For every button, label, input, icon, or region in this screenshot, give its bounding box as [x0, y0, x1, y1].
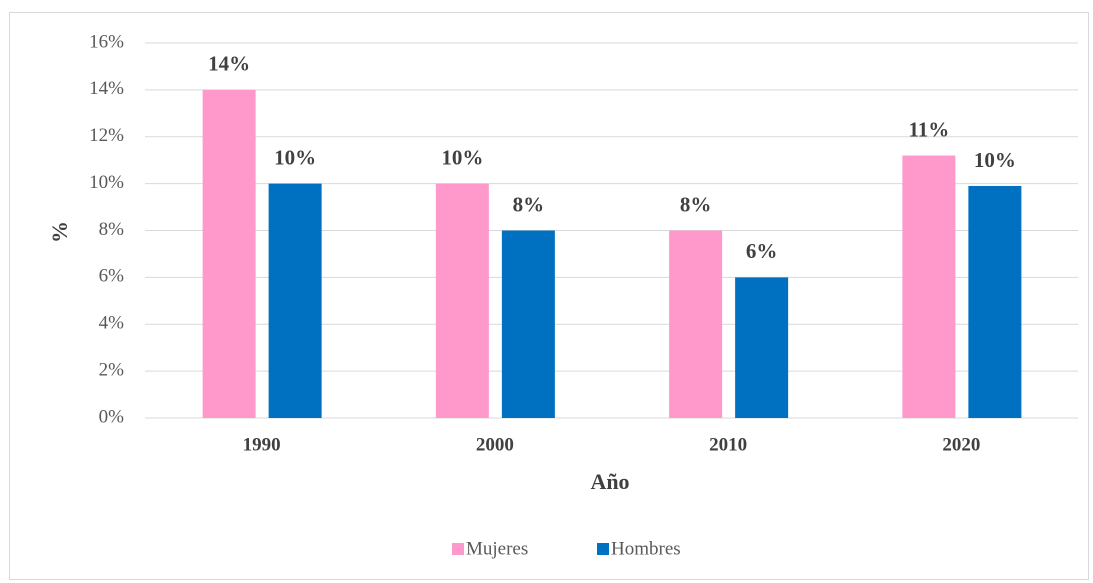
- y-tick-label: 2%: [99, 359, 125, 380]
- y-tick-label: 14%: [89, 78, 124, 99]
- y-axis-label: %: [47, 221, 72, 243]
- value-label: 6%: [746, 239, 778, 263]
- y-tick-label: 16%: [89, 31, 124, 52]
- x-tick-label: 2020: [942, 434, 980, 455]
- value-label: 11%: [908, 117, 949, 141]
- value-label: 8%: [513, 192, 545, 216]
- bar: [902, 155, 956, 418]
- y-tick-label: 10%: [89, 172, 124, 193]
- legend-swatch: [452, 543, 464, 555]
- legend-label: Hombres: [611, 538, 681, 559]
- y-tick-label: 8%: [99, 219, 125, 240]
- legend-label: Mujeres: [466, 538, 528, 559]
- x-tick-label: 1990: [243, 434, 281, 455]
- x-tick-label: 2010: [709, 434, 747, 455]
- bar: [735, 277, 789, 418]
- bar: [435, 183, 489, 418]
- bar: [268, 183, 322, 418]
- legend-swatch: [597, 543, 609, 555]
- y-tick-label: 6%: [99, 266, 125, 287]
- y-tick-label: 0%: [99, 406, 125, 427]
- x-tick-label: 2000: [476, 434, 514, 455]
- value-label: 8%: [680, 192, 712, 216]
- value-label: 10%: [441, 145, 483, 169]
- y-tick-label: 12%: [89, 125, 124, 146]
- bar: [968, 185, 1022, 418]
- value-label: 14%: [208, 52, 250, 76]
- bar: [202, 89, 256, 418]
- y-tick-label: 4%: [99, 313, 125, 334]
- value-label: 10%: [274, 145, 316, 169]
- x-axis-label: Año: [590, 469, 629, 494]
- bar: [669, 230, 723, 418]
- bar: [501, 230, 555, 418]
- value-label: 10%: [974, 148, 1016, 172]
